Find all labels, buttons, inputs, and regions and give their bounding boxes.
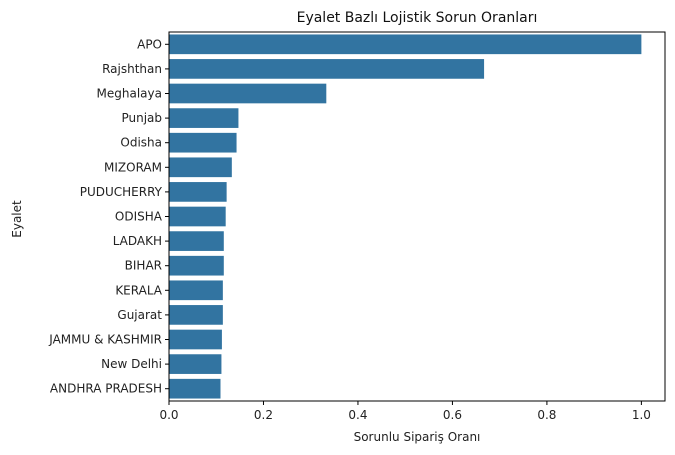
- x-tick-label: 0.8: [537, 408, 556, 422]
- x-tick-label: 0.0: [159, 408, 178, 422]
- bar: [169, 280, 223, 301]
- y-tick-label: KERALA: [115, 283, 162, 297]
- y-tick-label: APO: [137, 37, 162, 51]
- x-axis-ticks: 0.0 0.2 0.4 0.6 0.8 1.0: [159, 401, 651, 422]
- bar: [169, 231, 224, 251]
- x-tick-label: 1.0: [632, 408, 651, 422]
- bar: [169, 182, 227, 202]
- y-axis-label: Eyalet: [10, 200, 24, 238]
- x-tick-label: 0.2: [254, 408, 273, 422]
- y-tick-label: ODISHA: [115, 210, 163, 224]
- chart-title: Eyalet Bazlı Lojistik Sorun Oranları: [297, 10, 538, 26]
- x-tick-label: 0.4: [348, 408, 367, 422]
- bar: [169, 206, 226, 227]
- bar: [169, 354, 222, 374]
- bars-group: [169, 34, 642, 399]
- y-tick-label: Rajshthan: [102, 62, 162, 76]
- y-tick-label: LADAKH: [113, 234, 162, 248]
- x-tick-label: 0.6: [443, 408, 462, 422]
- bar: [169, 329, 222, 350]
- y-tick-label: New Delhi: [101, 357, 162, 371]
- y-tick-label: Punjab: [121, 111, 162, 125]
- bar: [169, 132, 237, 153]
- bar: [169, 83, 327, 104]
- y-tick-label: BIHAR: [125, 259, 162, 273]
- y-tick-label: Meghalaya: [97, 87, 162, 101]
- bar: [169, 59, 485, 79]
- y-axis-ticks: APO Rajshthan Meghalaya Punjab Odisha MIZORAM…: [48, 37, 169, 396]
- y-tick-label: ANDHRA PRADESH: [50, 382, 162, 396]
- y-tick-label: MIZORAM: [104, 160, 162, 174]
- bar: [169, 157, 232, 178]
- x-axis-label: Sorunlu Sipariş Oranı: [354, 430, 481, 444]
- plot-frame: [168, 31, 666, 402]
- bar: [169, 305, 223, 325]
- bar: [169, 378, 221, 399]
- bar: [169, 255, 224, 276]
- y-tick-label: Gujarat: [117, 308, 162, 322]
- bar: [169, 108, 239, 128]
- y-tick-label: Odisha: [120, 136, 162, 150]
- y-tick-label: JAMMU & KASHMIR: [48, 333, 162, 347]
- y-tick-label: PUDUCHERRY: [80, 185, 163, 199]
- bar: [169, 34, 642, 55]
